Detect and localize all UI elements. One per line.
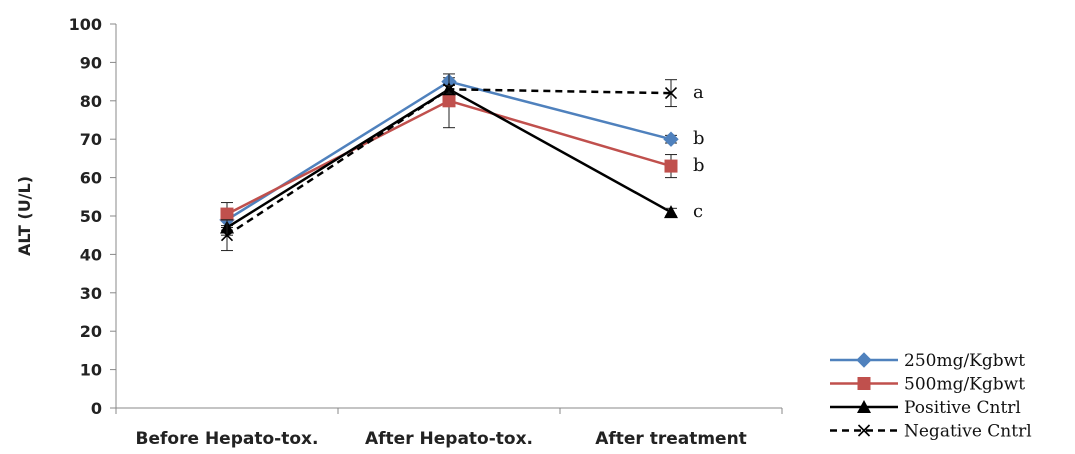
y-tick-label: 100 — [69, 15, 102, 34]
legend-label: Negative Cntrl — [904, 422, 1032, 442]
data-point — [442, 83, 456, 96]
x-marker-stroke — [664, 87, 678, 100]
x-marker-stroke — [220, 229, 234, 242]
y-tick-label: 80 — [80, 92, 102, 111]
data-point — [220, 229, 234, 242]
y-tick-label: 60 — [80, 169, 102, 188]
y-tick-label: 50 — [80, 207, 102, 226]
legend-item: Positive Cntrl — [830, 398, 1021, 418]
y-tick-label: 90 — [80, 53, 102, 72]
y-tick-label: 40 — [80, 245, 102, 264]
significance-label: c — [693, 201, 703, 222]
legend-item: Negative Cntrl — [830, 422, 1032, 442]
series-500mg/Kgbwt — [220, 73, 678, 227]
series-Negative Cntrl — [220, 79, 678, 252]
x-tick-label: After Hepato-tox. — [365, 429, 533, 449]
x-marker-stroke — [857, 424, 871, 437]
legend-marker — [856, 352, 872, 368]
axes: 0 10 20 30 40 50 60 70 80 90 100 Before Hepato-tox.… — [15, 15, 783, 449]
legend-label: 250mg/Kgbwt — [904, 351, 1025, 371]
data-point — [442, 94, 456, 108]
significance-label: b — [693, 128, 705, 149]
legend: 250mg/Kgbwt 500mg/Kgbwt Positive Cntrl Nega… — [830, 351, 1032, 442]
annotations: a bb c — [693, 82, 705, 222]
significance-label: a — [693, 82, 704, 103]
legend-label: Positive Cntrl — [904, 398, 1021, 418]
significance-label: b — [693, 155, 705, 176]
data-point — [663, 131, 679, 147]
data-point — [664, 159, 678, 173]
legend-item: 500mg/Kgbwt — [830, 375, 1025, 395]
legend-marker — [857, 400, 871, 413]
x-tick-label: After treatment — [595, 429, 747, 449]
y-tick-label: 30 — [80, 284, 102, 303]
series-layer — [219, 73, 679, 252]
data-point — [664, 205, 678, 219]
x-marker-stroke — [442, 83, 456, 96]
data-point — [664, 87, 678, 100]
legend-item: 250mg/Kgbwt — [830, 351, 1025, 371]
legend-label: 500mg/Kgbwt — [904, 375, 1025, 395]
y-tick-label: 0 — [91, 399, 102, 418]
y-axis-title: ALT (U/L) — [15, 176, 34, 256]
data-point — [220, 207, 234, 221]
legend-marker — [857, 424, 871, 437]
y-tick-label: 70 — [80, 130, 102, 149]
y-tick-label: 10 — [80, 361, 102, 380]
x-tick-label: Before Hepato-tox. — [136, 429, 319, 449]
y-tick-label: 20 — [80, 322, 102, 341]
legend-marker — [857, 377, 871, 390]
